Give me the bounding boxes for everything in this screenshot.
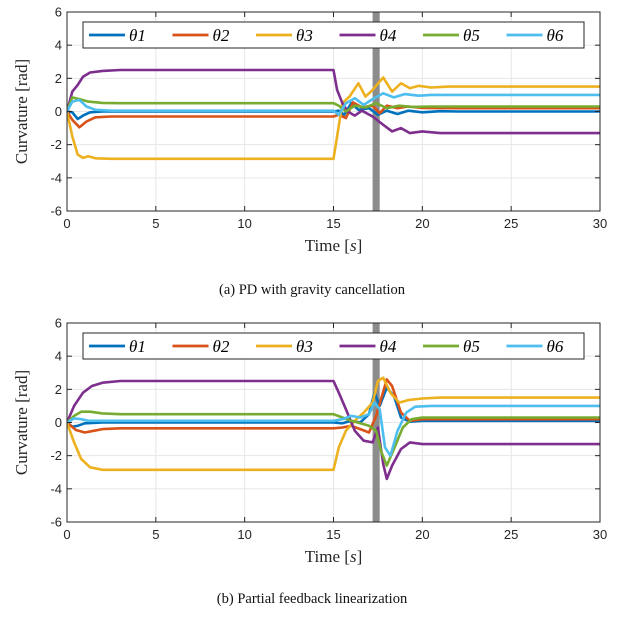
- chart-panel-a: 0 5 10 15 20 25 30 -6 -4 -2 0 2 4 6 Time [s] Curvature …: [12, 5, 607, 299]
- series-line-theta6: [67, 401, 600, 457]
- series-line-theta5: [67, 410, 600, 467]
- legend-box: [82, 332, 585, 360]
- y-axis-label: Curvature [rad]: [12, 370, 31, 475]
- y-tick-label: -4: [50, 481, 62, 496]
- legend-label-theta3: θ3: [296, 26, 313, 45]
- x-tick-label: 30: [593, 216, 607, 231]
- y-tick-label: 0: [55, 415, 62, 430]
- x-tick-label: 20: [415, 216, 429, 231]
- y-tick-label: -2: [50, 448, 62, 463]
- y-axis-label: Curvature [rad]: [12, 59, 31, 164]
- x-tick-label: 30: [593, 527, 607, 542]
- x-tick-label: 25: [504, 216, 518, 231]
- series-line-theta3: [67, 76, 600, 161]
- x-tick-label: 0: [63, 216, 70, 231]
- legend-label-theta5: θ5: [463, 26, 480, 45]
- legend-label-theta5: θ5: [463, 337, 480, 356]
- y-tick-label: 6: [55, 316, 62, 331]
- x-axis-label-close: ]: [357, 236, 363, 255]
- x-tick-label: 20: [415, 527, 429, 542]
- x-axis-label-close: ]: [357, 547, 363, 566]
- x-tick-label: 15: [326, 527, 340, 542]
- series-group: [67, 68, 600, 161]
- y-tick-label: -6: [50, 204, 62, 219]
- chart-a: 0 5 10 15 20 25 30 -6 -4 -2 0 2 4 6 Time [s] Curvature …: [12, 5, 607, 256]
- y-tick-label: -4: [50, 170, 62, 185]
- caption-a: (a) PD with gravity cancellation: [218, 282, 406, 298]
- x-axis-label: Time [s]: [305, 547, 363, 566]
- y-tick-label: 2: [55, 382, 62, 397]
- legend-label-theta2: θ2: [213, 26, 230, 45]
- legend-label-theta2: θ2: [213, 337, 230, 356]
- x-axis-label-unit: s: [350, 236, 357, 255]
- y-tick-label: 0: [55, 104, 62, 119]
- legend-label-theta3: θ3: [296, 337, 313, 356]
- chart-b: 0 5 10 15 20 25 30 -6 -4 -2 0 2 4 6 Time [s] Curvature …: [12, 316, 607, 567]
- x-tick-label: 25: [504, 527, 518, 542]
- legend-label-theta4: θ4: [380, 26, 397, 45]
- disturbance-band: [372, 12, 380, 211]
- legend-label-theta4: θ4: [380, 337, 397, 356]
- legend-box: [82, 21, 585, 49]
- legend-label-theta1: θ1: [129, 337, 146, 356]
- series-line-theta5: [67, 96, 600, 113]
- x-axis-label: Time [s]: [305, 236, 363, 255]
- x-tick-label: 15: [326, 216, 340, 231]
- x-axis-label-unit: s: [350, 547, 357, 566]
- caption-b: (b) Partial feedback linearization: [216, 591, 408, 607]
- series-line-theta4: [67, 379, 600, 481]
- chart-panel-b: 0 5 10 15 20 25 30 -6 -4 -2 0 2 4 6 Time [s] Curvature …: [0, 311, 624, 622]
- x-tick-label: 0: [63, 527, 70, 542]
- series-line-theta6: [67, 92, 600, 117]
- x-tick-label: 10: [237, 216, 251, 231]
- x-tick-label: 5: [152, 216, 159, 231]
- y-tick-label: -6: [50, 515, 62, 530]
- legend-label-theta6: θ6: [547, 337, 564, 356]
- x-axis-label-text: Time [: [305, 547, 351, 566]
- y-tick-label: 4: [55, 38, 62, 53]
- x-tick-label: 10: [237, 527, 251, 542]
- y-tick-label: 4: [55, 349, 62, 364]
- x-tick-label: 5: [152, 527, 159, 542]
- y-tick-label: -2: [50, 137, 62, 152]
- x-axis-label-text: Time [: [305, 236, 351, 255]
- legend-label-theta6: θ6: [547, 26, 564, 45]
- legend-label-theta1: θ1: [129, 26, 146, 45]
- series-line-theta2: [67, 378, 600, 434]
- y-tick-label: 2: [55, 71, 62, 86]
- y-tick-label: 6: [55, 5, 62, 20]
- series-group: [67, 376, 600, 481]
- disturbance-band: [372, 323, 380, 522]
